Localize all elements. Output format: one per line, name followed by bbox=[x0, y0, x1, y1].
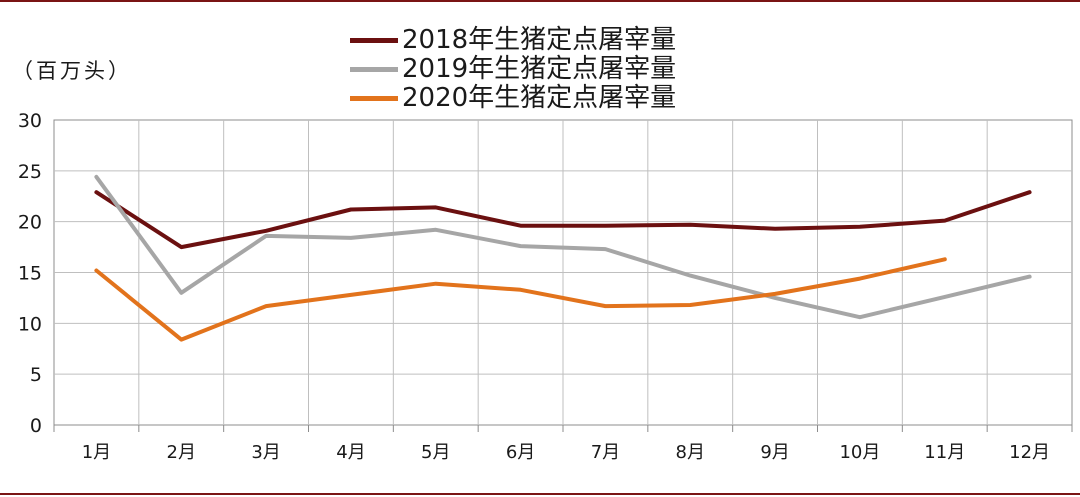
bottom-rule bbox=[0, 493, 1080, 495]
legend-swatch-2018 bbox=[350, 38, 398, 43]
x-tick-label: 1月 bbox=[82, 442, 111, 463]
x-tick-label: 5月 bbox=[421, 442, 450, 463]
legend-label-2019: 2019年生猪定点屠宰量 bbox=[402, 54, 677, 84]
x-tick-label: 4月 bbox=[336, 442, 365, 463]
x-tick-label: 6月 bbox=[506, 442, 535, 463]
legend-label-2020: 2020年生猪定点屠宰量 bbox=[402, 83, 677, 113]
y-tick-label: 10 bbox=[18, 313, 42, 335]
y-tick-label: 15 bbox=[18, 263, 42, 285]
x-tick-label: 12月 bbox=[1009, 442, 1050, 463]
y-tick-label: 0 bbox=[30, 415, 42, 437]
x-tick-label: 9月 bbox=[760, 442, 789, 463]
series-line-0 bbox=[94, 190, 1032, 250]
y-tick-label: 25 bbox=[18, 161, 42, 183]
x-tick-label: 10月 bbox=[839, 442, 880, 463]
x-tick-label: 7月 bbox=[591, 442, 620, 463]
legend-label-2018: 2018年生猪定点屠宰量 bbox=[402, 25, 677, 55]
series-line-2 bbox=[94, 257, 947, 342]
series-line-1 bbox=[94, 174, 1032, 320]
x-tick-label: 2月 bbox=[167, 442, 196, 463]
y-tick-label: 20 bbox=[18, 212, 42, 234]
legend-swatch-2020 bbox=[350, 96, 398, 101]
legend-swatch-2019 bbox=[350, 67, 398, 72]
x-tick-label: 3月 bbox=[251, 442, 280, 463]
x-tick-label: 8月 bbox=[676, 442, 705, 463]
y-tick-label: 5 bbox=[30, 364, 42, 386]
x-tick-label: 11月 bbox=[924, 442, 965, 463]
top-rule bbox=[0, 0, 1080, 2]
y-tick-label: 30 bbox=[18, 110, 42, 132]
y-unit-label: （百万头） bbox=[12, 59, 132, 83]
